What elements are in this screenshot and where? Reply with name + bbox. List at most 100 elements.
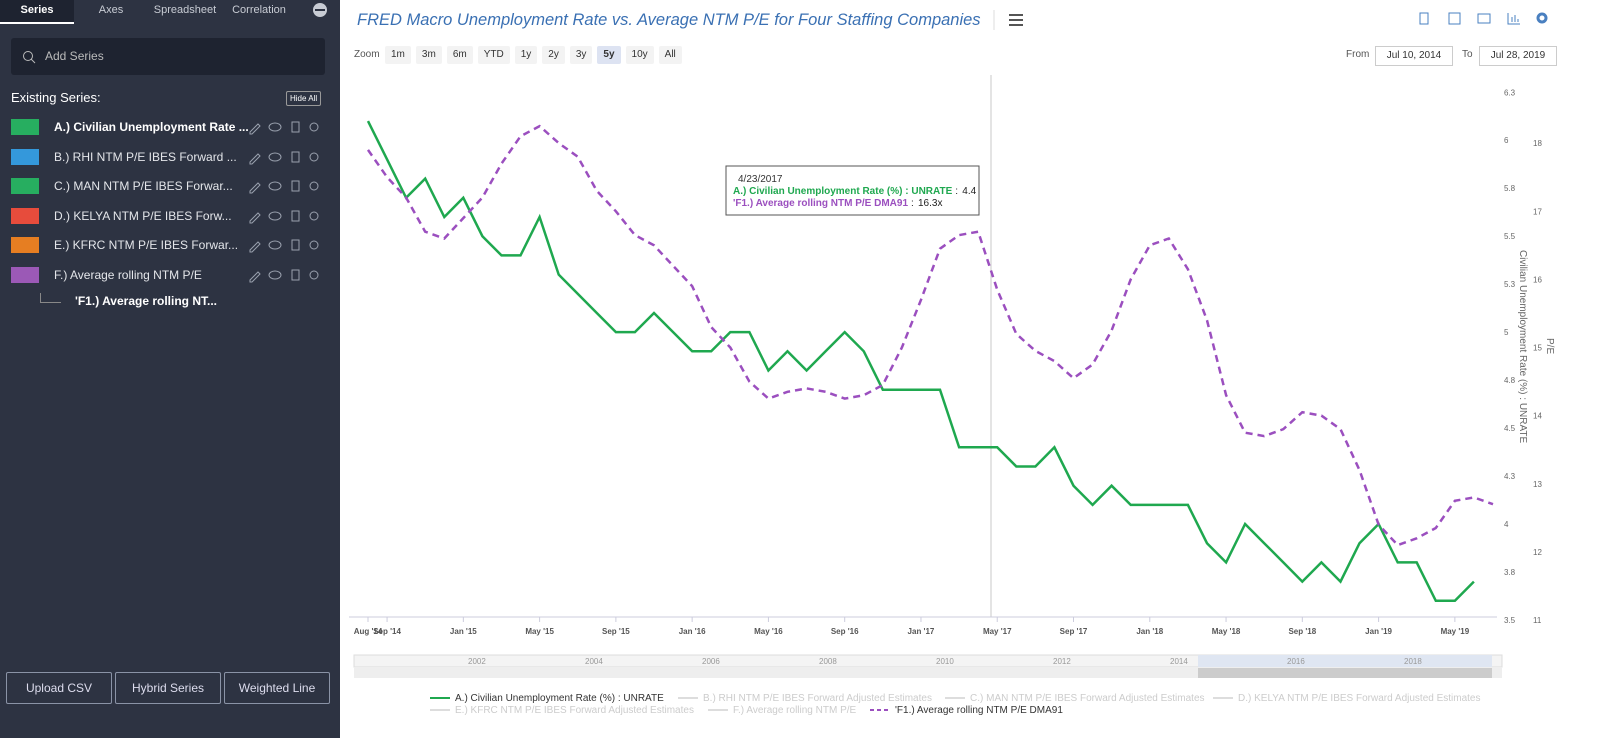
add-series[interactable]: Add Series — [11, 38, 325, 75]
legend-label: D.) KELYA NTM P/E IBES Forward Adjusted … — [1238, 693, 1481, 704]
series-row[interactable]: B.) RHI NTM P/E IBES Forward ... — [11, 148, 331, 165]
existing-label: Existing Series: — [11, 90, 101, 105]
tooltip-sep: : — [911, 198, 914, 209]
x-tick-label: Jan '15 — [450, 627, 477, 636]
series-name: B.) RHI NTM P/E IBES Forward ... — [54, 149, 237, 164]
tooltip-value: 4.4 — [962, 186, 976, 197]
zoom-button[interactable]: 10y — [625, 46, 654, 64]
x-tick-label: Sep '14 — [373, 627, 401, 636]
row-icons[interactable] — [247, 178, 327, 194]
navigator-label: 2014 — [1170, 657, 1188, 666]
navigator-label: 2004 — [585, 657, 603, 666]
series-name: F.) Average rolling NTM P/E — [54, 267, 202, 282]
y-tick-label: 5.8 — [1504, 184, 1516, 193]
y-tick-label: 4.3 — [1504, 472, 1516, 481]
legend-label: E.) KFRC NTM P/E IBES Forward Adjusted E… — [455, 705, 694, 716]
sub-item: 'F1.) Average rolling NT... — [75, 294, 217, 308]
sidebar-button[interactable]: Upload CSV — [6, 672, 112, 704]
tab[interactable]: Axes — [98, 4, 124, 16]
to-date[interactable]: Jul 28, 2019 — [1479, 46, 1557, 66]
series-name: E.) KFRC NTM P/E IBES Forwar... — [54, 238, 239, 252]
zoom-button[interactable]: 1m — [385, 46, 411, 64]
tooltip-date: 4/23/2017 — [738, 174, 783, 185]
y-tick-label: 6 — [1504, 136, 1509, 145]
series-row[interactable]: D.) KELYA NTM P/E IBES Forw... — [11, 207, 331, 224]
series-name: C.) MAN NTM P/E IBES Forwar... — [54, 179, 233, 193]
y-tick-label: 3.5 — [1504, 616, 1516, 625]
scrollbar[interactable] — [354, 668, 1502, 678]
from-date[interactable]: Jul 10, 2014 — [1375, 46, 1453, 66]
x-tick-label: May '19 — [1441, 627, 1470, 636]
y2-tick-label: 14 — [1533, 412, 1542, 421]
series-row[interactable]: A.) Civilian Unemployment Rate ... — [11, 119, 331, 135]
navigator-label: 2016 — [1287, 657, 1305, 666]
y-tick-label: 6.3 — [1504, 88, 1516, 97]
navigator-label: 2018 — [1404, 657, 1422, 666]
legend-label: 'F1.) Average rolling NTM P/E DMA91 — [895, 705, 1063, 716]
tab[interactable]: Series — [0, 0, 74, 24]
zoom-button[interactable]: 6m — [446, 46, 473, 64]
hide-all[interactable]: Hide All — [286, 91, 322, 106]
navigator-label: 2008 — [819, 657, 837, 666]
x-tick-label: May '16 — [754, 627, 783, 636]
y-tick-label: 3.8 — [1504, 568, 1516, 577]
y-tick-label: 4 — [1504, 520, 1509, 529]
y2-tick-label: 18 — [1533, 139, 1542, 148]
series-swatch — [11, 266, 39, 283]
series-row[interactable]: F.) Average rolling NTM P/E — [11, 266, 331, 283]
y2-tick-label: 16 — [1533, 275, 1542, 284]
zoom-button[interactable]: 5y — [597, 46, 621, 64]
series-swatch — [11, 119, 39, 135]
y-tick-label: 4.5 — [1504, 424, 1516, 433]
zoom-button[interactable]: 1y — [514, 46, 538, 64]
x-tick-label: May '15 — [525, 627, 554, 636]
chart: FRED Macro Unemployment Rate vs. Average… — [349, 10, 1555, 716]
tab[interactable]: Spreadsheet — [153, 4, 217, 16]
zoom-button[interactable]: All — [658, 46, 682, 64]
zoom-button[interactable]: 3m — [415, 46, 442, 64]
sidebar-button[interactable]: Weighted Line — [224, 672, 330, 704]
legend-label: B.) RHI NTM P/E IBES Forward Adjusted Es… — [703, 693, 932, 704]
navigator-window[interactable] — [1198, 655, 1492, 667]
to-label: To — [1462, 49, 1473, 60]
row-icons[interactable] — [247, 237, 327, 253]
series-name: A.) Civilian Unemployment Rate ... — [54, 120, 249, 134]
zoom-button[interactable]: YTD — [477, 46, 510, 64]
navigator-label: 2006 — [702, 657, 720, 666]
menu-icon[interactable] — [1009, 14, 1023, 26]
row-icons[interactable] — [247, 208, 327, 224]
series-row[interactable]: C.) MAN NTM P/E IBES Forwar... — [11, 178, 331, 194]
y-tick-label: 5 — [1504, 328, 1509, 337]
sidebar: Series Axes Spreadsheet Correlation Add Ser… — [0, 0, 340, 738]
x-tick-label: Sep '17 — [1060, 627, 1088, 636]
search-icon — [23, 51, 36, 64]
tooltip-label: 'F1.) Average rolling NTM P/E DMA91 — [733, 198, 908, 209]
series-row[interactable]: E.) KFRC NTM P/E IBES Forwar... — [11, 237, 331, 253]
x-tick-label: May '17 — [983, 627, 1012, 636]
zoom-label: Zoom — [354, 49, 380, 60]
y2-tick-label: 11 — [1533, 616, 1542, 625]
y2-tick-label: 15 — [1533, 344, 1542, 353]
y2-tick-label: 17 — [1533, 207, 1542, 216]
scrollbar-thumb[interactable] — [1198, 668, 1492, 678]
row-icons[interactable] — [247, 119, 327, 135]
y-tick-label: 5.5 — [1504, 232, 1516, 241]
collapse-icon[interactable] — [0, 0, 340, 30]
sidebar-button[interactable]: Hybrid Series — [115, 672, 221, 704]
toolbar-icons[interactable] — [1419, 12, 1548, 25]
zoom-button[interactable]: 2y — [542, 46, 565, 64]
navigator-label: 2010 — [936, 657, 954, 666]
row-icons[interactable] — [247, 267, 327, 283]
series-swatch — [11, 207, 39, 224]
series-name: D.) KELYA NTM P/E IBES Forw... — [54, 208, 232, 223]
row-icons[interactable] — [247, 149, 327, 165]
x-tick-label: Aug '14 — [354, 627, 383, 636]
tab[interactable]: Correlation — [232, 4, 286, 16]
x-tick-label: Jan '16 — [679, 627, 706, 636]
series-line — [366, 120, 1475, 603]
zoom-button[interactable]: 3y — [569, 46, 593, 64]
y-tick-label: 4.8 — [1504, 376, 1516, 385]
x-tick-label: Jan '18 — [1136, 627, 1163, 636]
series-swatch — [11, 237, 39, 253]
